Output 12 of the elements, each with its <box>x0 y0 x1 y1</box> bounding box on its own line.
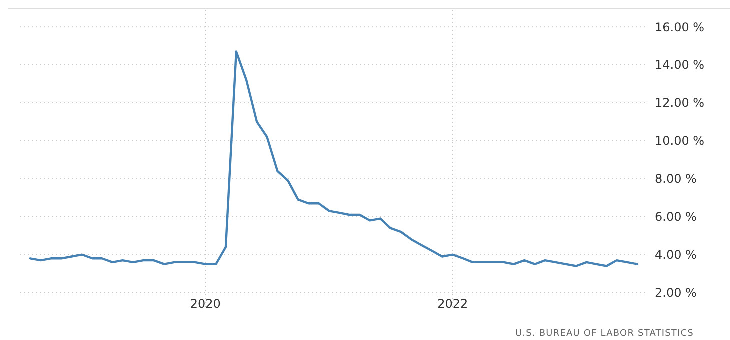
y-tick-label: 6.00 % <box>655 210 697 224</box>
y-tick-label: 2.00 % <box>655 286 697 300</box>
y-tick-label: 12.00 % <box>655 96 705 110</box>
y-tick-label: 10.00 % <box>655 134 705 148</box>
y-tick-label: 14.00 % <box>655 58 705 72</box>
x-tick-label: 2022 <box>438 297 468 311</box>
line-series <box>29 50 639 268</box>
x-tick-label: 2020 <box>190 297 221 311</box>
y-tick-label: 4.00 % <box>655 248 697 262</box>
text: U.S. BUREAU OF LABOR STATISTICS <box>516 329 694 339</box>
y-tick-label: 8.00 % <box>655 172 697 186</box>
y-tick-label: 16.00 % <box>655 20 705 34</box>
